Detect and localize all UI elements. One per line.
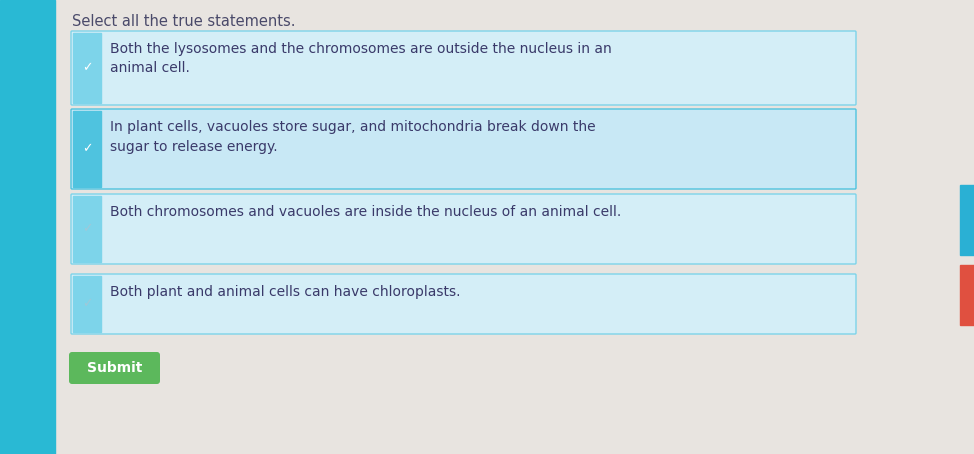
Bar xyxy=(0,0,55,454)
Text: ✓: ✓ xyxy=(82,222,93,236)
FancyBboxPatch shape xyxy=(71,194,856,264)
Bar xyxy=(73,33,101,103)
Text: Both the lysosomes and the chromosomes are outside the nucleus in an
animal cell: Both the lysosomes and the chromosomes a… xyxy=(110,42,612,75)
Bar xyxy=(73,111,101,187)
Bar xyxy=(73,276,101,332)
Text: In plant cells, vacuoles store sugar, and mitochondria break down the
sugar to r: In plant cells, vacuoles store sugar, an… xyxy=(110,120,596,153)
Bar xyxy=(960,265,974,325)
Bar xyxy=(73,196,101,262)
Text: ✓: ✓ xyxy=(82,297,93,311)
FancyBboxPatch shape xyxy=(71,274,856,334)
Text: Select all the true statements.: Select all the true statements. xyxy=(72,14,295,29)
Text: Both chromosomes and vacuoles are inside the nucleus of an animal cell.: Both chromosomes and vacuoles are inside… xyxy=(110,205,621,219)
Text: ✓: ✓ xyxy=(82,143,93,156)
Text: ✓: ✓ xyxy=(82,61,93,74)
Text: Both plant and animal cells can have chloroplasts.: Both plant and animal cells can have chl… xyxy=(110,285,461,299)
Text: Submit: Submit xyxy=(87,361,142,375)
Bar xyxy=(960,185,974,255)
FancyBboxPatch shape xyxy=(71,31,856,105)
FancyBboxPatch shape xyxy=(69,352,160,384)
FancyBboxPatch shape xyxy=(71,109,856,189)
